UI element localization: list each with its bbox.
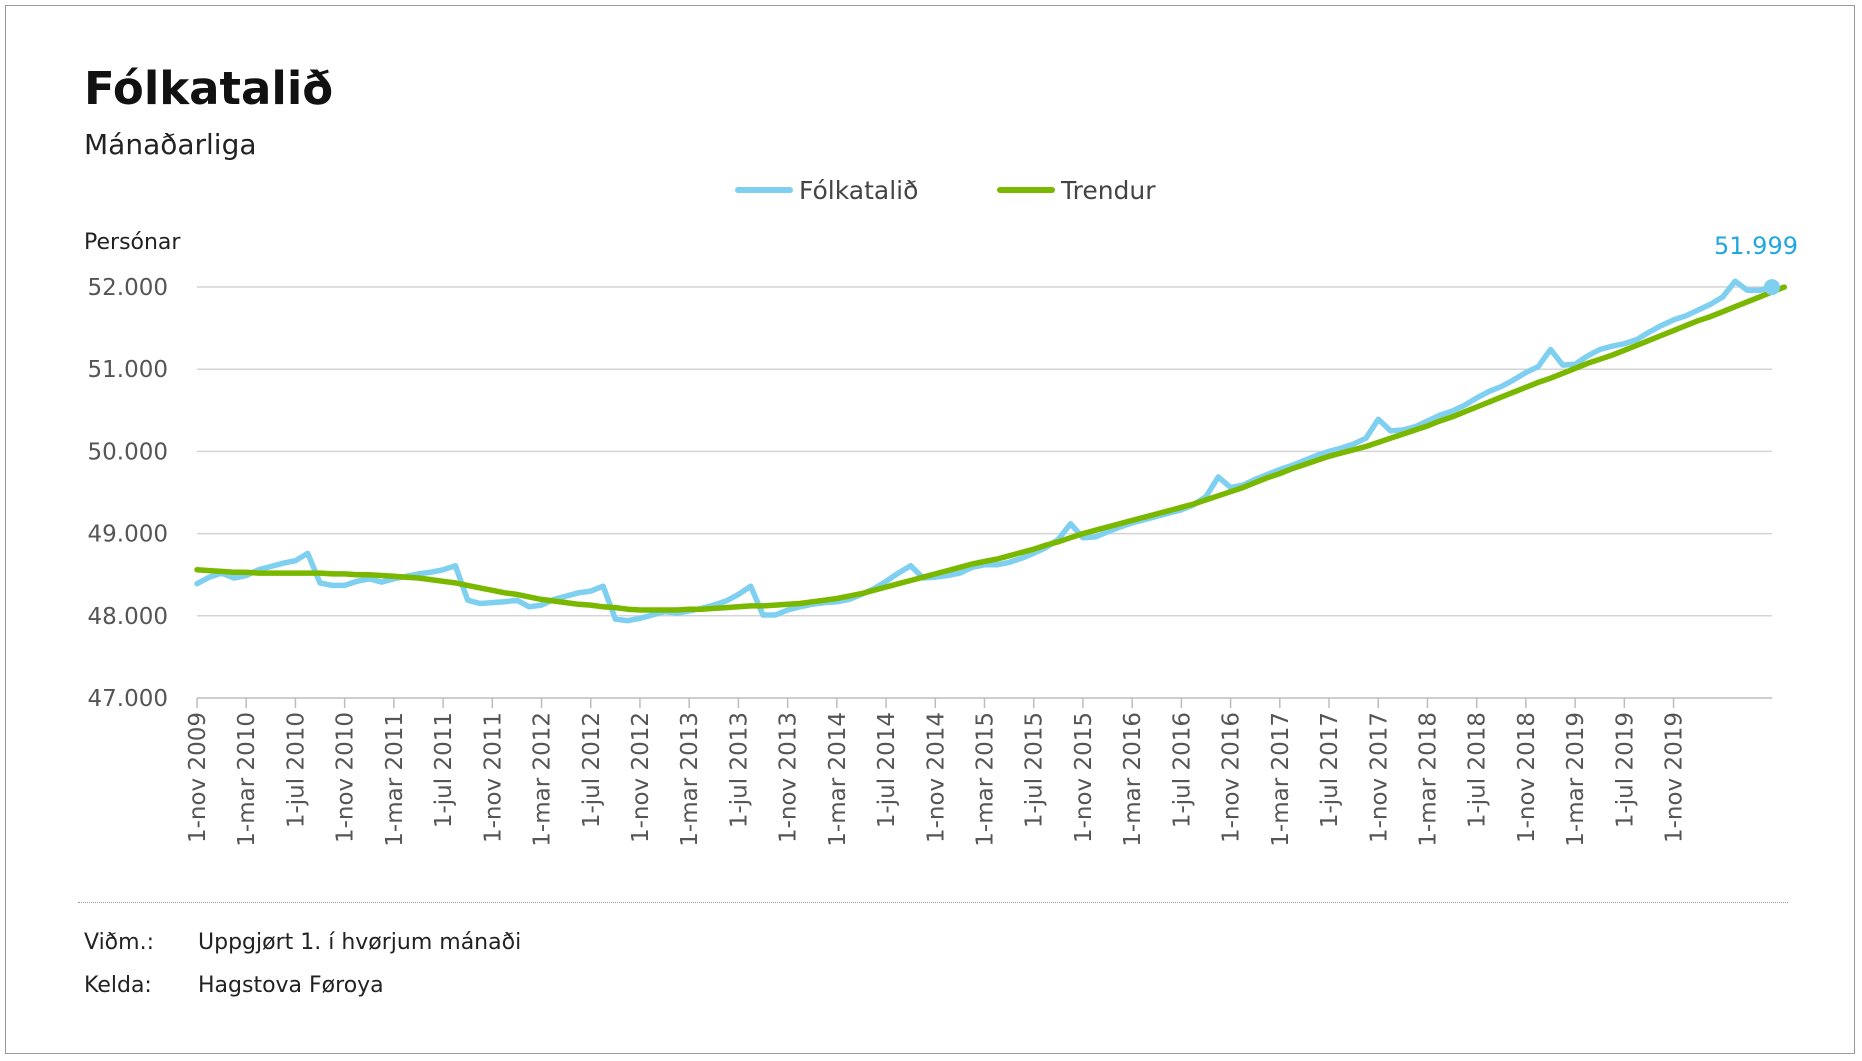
last-value-label: 51.999	[1714, 232, 1798, 260]
legend-label-folkatalid: Fólkatalið	[799, 175, 919, 205]
x-tick-label: 1-mar 2013	[677, 712, 703, 847]
y-tick-label: 52.000	[88, 275, 168, 301]
source-label: Kelda:	[84, 973, 152, 998]
x-tick-label: 1-mar 2010	[234, 712, 260, 847]
x-tick-label: 1-nov 2015	[1071, 712, 1097, 843]
x-tick-label: 1-mar 2012	[530, 712, 556, 847]
x-tick-label: 1-mar 2017	[1268, 712, 1294, 847]
series-line-trendur	[194, 284, 1788, 613]
y-tick-label: 47.000	[88, 686, 168, 712]
y-tick-label: 50.000	[88, 439, 168, 465]
x-tick-label: 1-nov 2012	[628, 712, 654, 843]
y-tick-label: 51.000	[88, 357, 168, 383]
legend-swatch-trendur	[997, 187, 1055, 193]
legend-label-trendur: Trendur	[1061, 175, 1156, 205]
x-tick-label: 1-nov 2011	[480, 712, 506, 843]
legend-swatch-folkatalid	[735, 187, 793, 193]
x-tick-label: 1-nov 2017	[1366, 712, 1392, 843]
note-text: Uppgjørt 1. í hvørjum mánaði	[198, 930, 522, 955]
x-tick-label: 1-nov 2016	[1219, 712, 1245, 843]
x-tick-label: 1-mar 2016	[1120, 712, 1146, 847]
x-tick-label: 1-nov 2009	[185, 712, 211, 843]
chart-title: Fólkatalið	[84, 62, 334, 115]
y-tick-label: 48.000	[88, 604, 168, 630]
line-chart: 47.000 48.000 49.000 50.000 51.000 52.000 1-no…	[88, 232, 1798, 847]
x-tick-label: 1-jul 2015	[1022, 712, 1048, 828]
y-axis-label: Persónar	[84, 230, 181, 255]
x-tick-label: 1-jul 2016	[1169, 712, 1195, 828]
x-tick-label: 1-jul 2014	[874, 712, 900, 828]
legend-item-trendur[interactable]: Trendur	[997, 170, 1156, 210]
legend: Fólkatalið Trendur	[0, 170, 1862, 210]
x-tick-label: 1-jul 2018	[1465, 712, 1491, 828]
footer-divider	[78, 902, 1788, 903]
x-tick-label: 1-mar 2018	[1415, 712, 1441, 847]
x-tick-label: 1-jul 2013	[726, 712, 752, 828]
note-label: Viðm.:	[84, 930, 154, 955]
chart-frame	[5, 5, 1855, 1054]
legend-item-folkatalid[interactable]: Fólkatalið	[735, 170, 918, 210]
x-tick-label: 1-mar 2011	[382, 712, 408, 847]
note-row: Viðm.: Uppgjørt 1. í hvørjum mánaði	[84, 930, 521, 955]
x-tick-label: 1-jul 2011	[431, 712, 457, 828]
x-tick-label: 1-mar 2014	[825, 712, 851, 847]
x-tick-label: 1-nov 2018	[1514, 712, 1540, 843]
x-tick-label: 1-jul 2012	[579, 712, 605, 828]
y-tick-label: 49.000	[88, 522, 168, 548]
series-line-folkatalid	[194, 278, 1775, 624]
x-tick-label: 1-nov 2013	[776, 712, 802, 843]
source-text: Hagstova Føroya	[198, 973, 384, 998]
source-row: Kelda: Hagstova Føroya	[84, 973, 384, 998]
x-tick-label: 1-jul 2010	[283, 712, 309, 828]
last-point-marker	[1764, 279, 1780, 296]
x-tick-label: 1-nov 2010	[333, 712, 359, 843]
x-tick-label: 1-mar 2015	[973, 712, 999, 847]
x-tick-label: 1-jul 2019	[1612, 712, 1638, 828]
x-tick-label: 1-nov 2019	[1662, 712, 1688, 843]
x-tick-label: 1-jul 2017	[1317, 712, 1343, 828]
x-tick-label: 1-nov 2014	[923, 712, 949, 843]
x-tick-label: 1-mar 2019	[1563, 712, 1589, 847]
chart-subtitle: Mánaðarliga	[84, 128, 257, 161]
